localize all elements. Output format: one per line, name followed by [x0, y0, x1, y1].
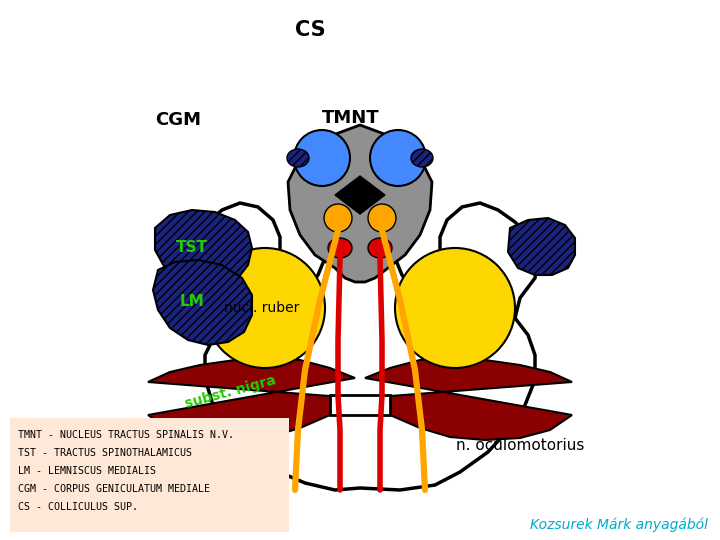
Text: n. oculomotorius: n. oculomotorius	[456, 437, 584, 453]
Polygon shape	[148, 358, 355, 440]
Polygon shape	[153, 260, 252, 345]
Text: Kozsurek Márk anyagából: Kozsurek Márk anyagából	[530, 518, 708, 532]
Text: CGM - CORPUS GENICULATUM MEDIALE: CGM - CORPUS GENICULATUM MEDIALE	[18, 484, 210, 494]
Bar	[330, 395, 390, 415]
Text: TST: TST	[176, 240, 208, 255]
Text: CGM: CGM	[155, 111, 201, 129]
Circle shape	[370, 130, 426, 186]
Text: nucl. ruber: nucl. ruber	[225, 301, 300, 315]
Circle shape	[294, 130, 350, 186]
Text: TST - TRACTUS SPINOTHALAMICUS: TST - TRACTUS SPINOTHALAMICUS	[18, 448, 192, 458]
Polygon shape	[155, 210, 252, 288]
Ellipse shape	[287, 149, 309, 167]
Circle shape	[205, 248, 325, 368]
Polygon shape	[288, 125, 432, 282]
Polygon shape	[365, 358, 572, 440]
Text: TMNT - NUCLEUS TRACTUS SPINALIS N.V.: TMNT - NUCLEUS TRACTUS SPINALIS N.V.	[18, 430, 234, 440]
Text: LM: LM	[179, 294, 204, 309]
Circle shape	[368, 204, 396, 232]
Ellipse shape	[411, 149, 433, 167]
Ellipse shape	[368, 238, 392, 258]
Ellipse shape	[328, 238, 352, 258]
Text: subst. nigra: subst. nigra	[183, 373, 277, 411]
Polygon shape	[508, 218, 575, 275]
Text: TMNT: TMNT	[322, 109, 379, 127]
Text: CS: CS	[294, 20, 325, 40]
FancyBboxPatch shape	[10, 418, 289, 532]
Polygon shape	[335, 176, 385, 214]
Text: LM - LEMNISCUS MEDIALIS: LM - LEMNISCUS MEDIALIS	[18, 466, 156, 476]
Circle shape	[324, 204, 352, 232]
Polygon shape	[202, 155, 538, 490]
Text: CS - COLLICULUS SUP.: CS - COLLICULUS SUP.	[18, 502, 138, 512]
Circle shape	[395, 248, 515, 368]
